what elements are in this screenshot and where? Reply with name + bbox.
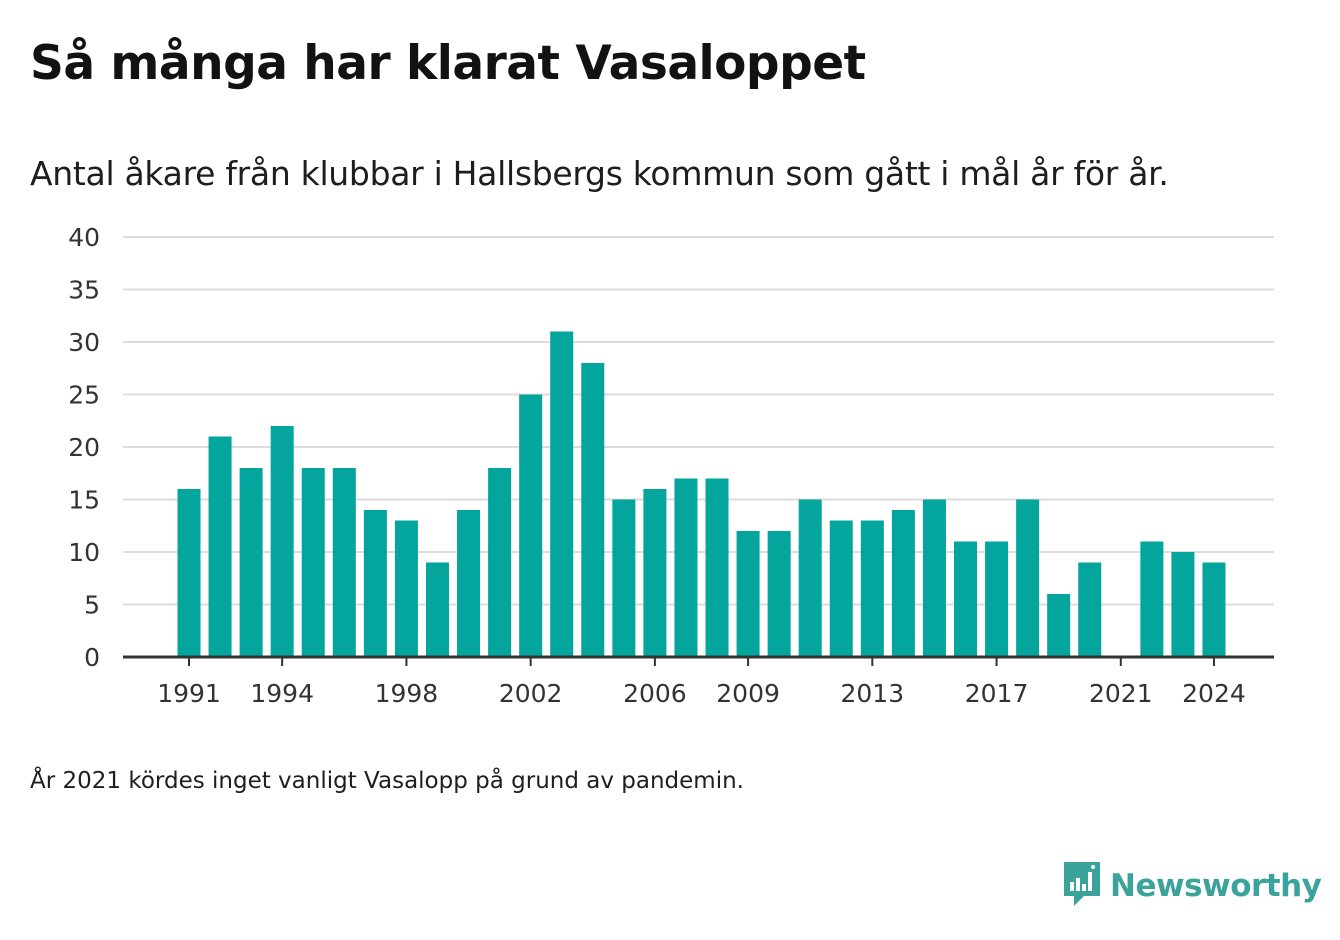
y-tick-label: 30 [68, 328, 100, 357]
bar-2006 [643, 489, 667, 657]
bar-2000 [457, 510, 481, 657]
bar-2007 [674, 478, 698, 657]
x-tick-label: 1991 [157, 679, 221, 708]
y-tick-label: 35 [68, 276, 100, 305]
bar-2002 [519, 394, 543, 657]
x-tick-label: 2024 [1182, 679, 1246, 708]
bar-2024 [1202, 562, 1226, 657]
bar-2015 [922, 499, 946, 657]
y-axis-ticks: 0 5 10 15 20 25 30 35 40 [68, 223, 100, 672]
bar-2004 [581, 363, 605, 657]
bar-2018 [1016, 499, 1040, 657]
bar-1999 [425, 562, 449, 657]
x-tick-label: 1994 [250, 679, 314, 708]
chart-subtitle: Antal åkare från klubbar i Hallsbergs ko… [30, 154, 1169, 193]
y-tick-label: 5 [84, 591, 100, 620]
bar-2013 [860, 520, 884, 657]
chart-title: Så många har klarat Vasaloppet [30, 36, 866, 91]
bar-2009 [736, 531, 760, 657]
bar-2005 [612, 499, 636, 657]
bar-1992 [208, 436, 232, 657]
bars [177, 331, 1226, 657]
y-tick-label: 20 [68, 433, 100, 462]
y-tick-label: 15 [68, 486, 100, 515]
bar-2023 [1171, 552, 1195, 657]
x-tick-label: 2021 [1089, 679, 1153, 708]
bar-2022 [1140, 541, 1164, 657]
bar-2019 [1047, 594, 1071, 657]
y-tick-label: 25 [68, 381, 100, 410]
x-tick-label: 2006 [623, 679, 687, 708]
bar-2016 [954, 541, 977, 657]
footnote: År 2021 kördes inget vanligt Vasalopp på… [30, 768, 744, 794]
bar-1997 [363, 510, 387, 657]
x-tick-label: 1998 [375, 679, 439, 708]
bar-2020 [1078, 562, 1102, 657]
x-axis-ticks: 1991 1994 1998 2002 2006 2009 2013 2017 2021 2024 [157, 657, 1246, 708]
bar-2011 [798, 499, 822, 657]
bar-1993 [239, 468, 263, 657]
brand-name: Newsworthy [1110, 868, 1322, 904]
bar-chart: 0 5 10 15 20 25 30 35 40 1991 1994 1998 2002 2006 200… [68, 223, 1274, 708]
bar-2017 [985, 541, 1009, 657]
brand-logo[interactable]: Newsworthy [1062, 860, 1322, 912]
x-tick-label: 2017 [965, 679, 1029, 708]
grid-lines [123, 236, 1274, 606]
x-tick-label: 2009 [716, 679, 780, 708]
bar-2001 [488, 468, 512, 657]
bar-1998 [394, 520, 418, 657]
y-tick-label: 10 [68, 538, 100, 567]
bar-1995 [301, 468, 325, 657]
bar-1991 [177, 489, 201, 657]
y-tick-label: 40 [68, 223, 100, 252]
bar-2012 [829, 520, 853, 657]
bar-2003 [550, 331, 574, 657]
newsworthy-logo-icon [1062, 860, 1102, 912]
bar-2014 [891, 510, 915, 657]
bar-1994 [270, 426, 294, 657]
x-tick-label: 2013 [841, 679, 905, 708]
bar-2010 [767, 531, 791, 657]
bar-1996 [332, 468, 356, 657]
bar-2008 [705, 478, 729, 657]
x-tick-label: 2002 [499, 679, 563, 708]
y-tick-label: 0 [84, 643, 100, 672]
